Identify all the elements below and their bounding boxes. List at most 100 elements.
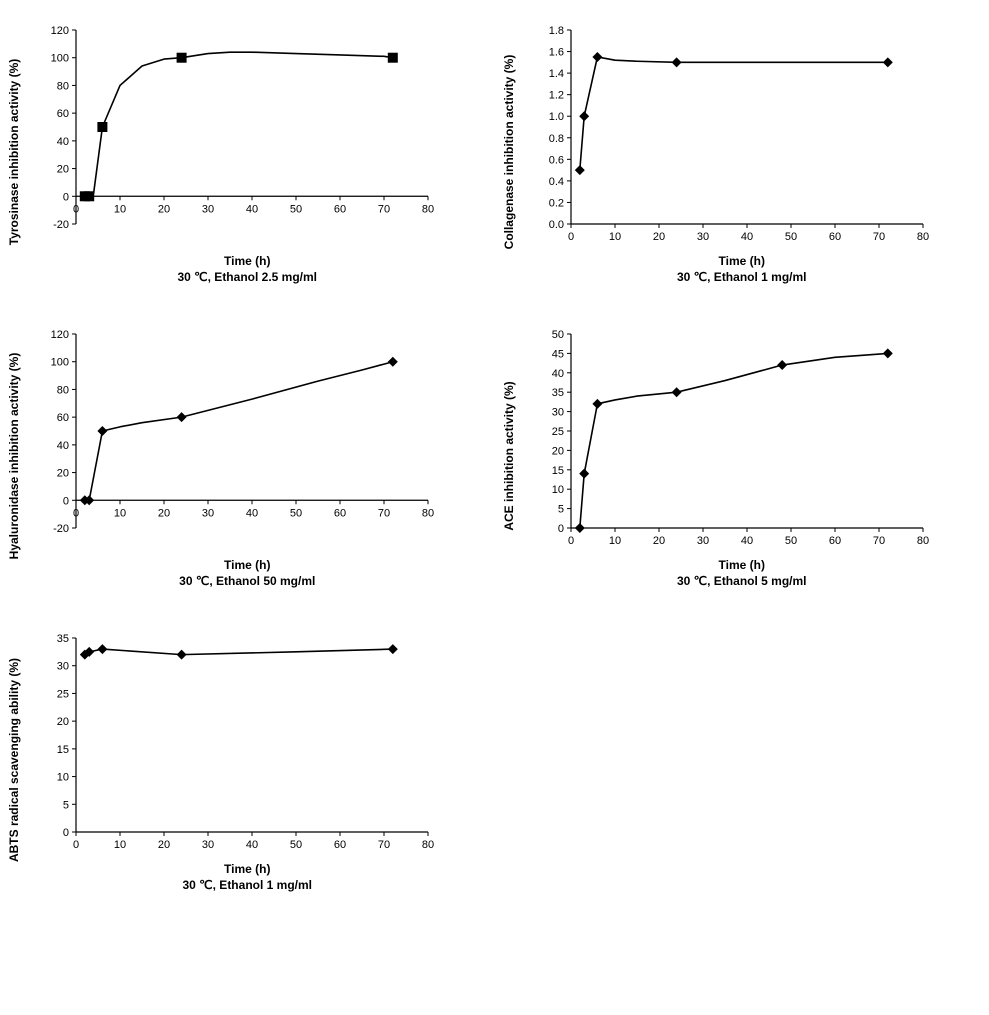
svg-text:10: 10	[608, 231, 620, 243]
svg-text:10: 10	[114, 203, 126, 215]
svg-text:0.0: 0.0	[548, 219, 563, 231]
xlabel-hyaluronidase: Time (h)	[20, 558, 475, 572]
svg-text:20: 20	[57, 716, 69, 728]
svg-text:0.6: 0.6	[548, 154, 563, 166]
svg-text:20: 20	[652, 231, 664, 243]
svg-text:50: 50	[290, 507, 302, 519]
xlabel-tyrosinase: Time (h)	[20, 254, 475, 268]
svg-text:100: 100	[51, 53, 69, 65]
svg-text:35: 35	[57, 633, 69, 645]
svg-text:40: 40	[246, 839, 258, 851]
svg-text:40: 40	[740, 535, 752, 547]
svg-text:5: 5	[63, 799, 69, 811]
caption-abts: 30 ℃, Ethanol 1 mg/ml	[20, 878, 475, 892]
svg-text:50: 50	[784, 535, 796, 547]
svg-text:35: 35	[551, 387, 563, 399]
svg-text:1.0: 1.0	[548, 111, 563, 123]
svg-text:15: 15	[551, 465, 563, 477]
svg-text:0.8: 0.8	[548, 133, 563, 145]
svg-text:0: 0	[557, 523, 563, 535]
svg-text:-20: -20	[53, 219, 69, 231]
panel-abts: ABTS radical scavenging ability (%) 0510…	[20, 628, 475, 892]
svg-text:40: 40	[740, 231, 752, 243]
svg-text:45: 45	[551, 348, 563, 360]
svg-text:120: 120	[51, 329, 69, 341]
svg-text:30: 30	[202, 507, 214, 519]
svg-text:80: 80	[422, 507, 434, 519]
svg-text:30: 30	[57, 661, 69, 673]
svg-text:30: 30	[551, 407, 563, 419]
svg-text:5: 5	[557, 504, 563, 516]
svg-text:15: 15	[57, 744, 69, 756]
chart-hyaluronidase: -2002040608010012001020304050607080	[20, 324, 440, 554]
caption-ace: 30 ℃, Ethanol 5 mg/ml	[515, 574, 970, 588]
ylabel-hyaluronidase: Hyaluronidase inhibition activity (%)	[7, 353, 21, 560]
svg-text:20: 20	[551, 445, 563, 457]
svg-text:80: 80	[916, 535, 928, 547]
svg-text:60: 60	[334, 839, 346, 851]
svg-text:20: 20	[57, 164, 69, 176]
svg-text:40: 40	[551, 368, 563, 380]
svg-text:50: 50	[784, 231, 796, 243]
svg-text:70: 70	[872, 231, 884, 243]
svg-text:80: 80	[57, 384, 69, 396]
svg-text:30: 30	[696, 535, 708, 547]
svg-text:0.2: 0.2	[548, 197, 563, 209]
svg-text:0: 0	[73, 839, 79, 851]
svg-text:60: 60	[57, 108, 69, 120]
svg-text:60: 60	[828, 231, 840, 243]
svg-text:0: 0	[63, 191, 69, 203]
panel-tyrosinase: Tyrosinase inhibition activity (%) -2002…	[20, 20, 475, 284]
svg-text:1.6: 1.6	[548, 47, 563, 59]
svg-text:80: 80	[57, 80, 69, 92]
svg-text:30: 30	[696, 231, 708, 243]
chart-tyrosinase: -2002040608010012001020304050607080	[20, 20, 440, 250]
svg-text:25: 25	[551, 426, 563, 438]
svg-text:60: 60	[334, 507, 346, 519]
svg-text:20: 20	[652, 535, 664, 547]
svg-text:20: 20	[158, 203, 170, 215]
svg-text:0: 0	[73, 203, 79, 215]
svg-text:0.4: 0.4	[548, 176, 563, 188]
caption-tyrosinase: 30 ℃, Ethanol 2.5 mg/ml	[20, 270, 475, 284]
svg-text:40: 40	[246, 203, 258, 215]
svg-text:20: 20	[158, 507, 170, 519]
svg-text:60: 60	[57, 412, 69, 424]
svg-text:50: 50	[290, 839, 302, 851]
svg-text:80: 80	[916, 231, 928, 243]
svg-text:0: 0	[63, 495, 69, 507]
ylabel-tyrosinase: Tyrosinase inhibition activity (%)	[7, 59, 21, 245]
svg-text:1.2: 1.2	[548, 90, 563, 102]
svg-text:0: 0	[567, 535, 573, 547]
panel-ace: ACE inhibition activity (%) 051015202530…	[515, 324, 970, 588]
ylabel-abts: ABTS radical scavenging ability (%)	[7, 658, 21, 862]
ylabel-ace: ACE inhibition activity (%)	[502, 381, 516, 530]
chart-collagenase: 0.00.20.40.60.81.01.21.41.61.80102030405…	[515, 20, 935, 250]
svg-text:40: 40	[57, 440, 69, 452]
svg-text:60: 60	[334, 203, 346, 215]
svg-text:30: 30	[202, 839, 214, 851]
ylabel-collagenase: Collagenase inhibition activity (%)	[502, 55, 516, 250]
panel-collagenase: Collagenase inhibition activity (%) 0.00…	[515, 20, 970, 284]
svg-text:50: 50	[551, 329, 563, 341]
charts-grid: Tyrosinase inhibition activity (%) -2002…	[20, 20, 969, 892]
caption-collagenase: 30 ℃, Ethanol 1 mg/ml	[515, 270, 970, 284]
svg-text:10: 10	[551, 484, 563, 496]
chart-abts: 0510152025303501020304050607080	[20, 628, 440, 858]
xlabel-abts: Time (h)	[20, 862, 475, 876]
svg-text:25: 25	[57, 688, 69, 700]
svg-text:40: 40	[246, 507, 258, 519]
svg-text:80: 80	[422, 203, 434, 215]
svg-text:10: 10	[114, 839, 126, 851]
svg-text:20: 20	[158, 839, 170, 851]
svg-text:50: 50	[290, 203, 302, 215]
panel-hyaluronidase: Hyaluronidase inhibition activity (%) -2…	[20, 324, 475, 588]
svg-text:30: 30	[202, 203, 214, 215]
svg-text:40: 40	[57, 136, 69, 148]
chart-ace: 0510152025303540455001020304050607080	[515, 324, 935, 554]
svg-text:0: 0	[63, 827, 69, 839]
svg-text:-20: -20	[53, 523, 69, 535]
svg-text:20: 20	[57, 468, 69, 480]
svg-text:70: 70	[378, 839, 390, 851]
svg-text:1.8: 1.8	[548, 25, 563, 37]
